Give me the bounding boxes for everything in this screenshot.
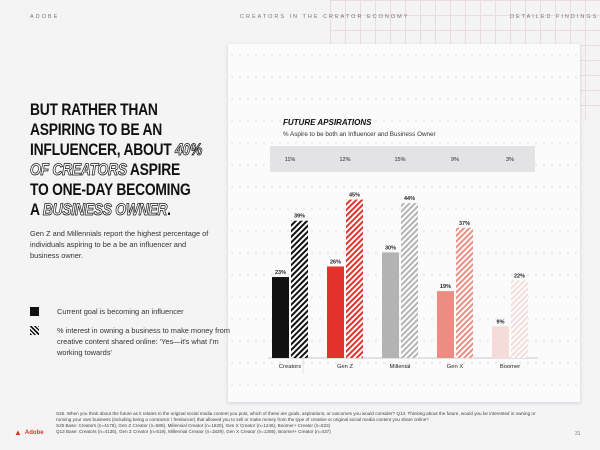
chart-title: FUTURE APSIRATIONS xyxy=(283,118,372,127)
adobe-icon: ▲ xyxy=(14,428,22,437)
header-title: CREATORS IN THE CREATOR ECONOMY xyxy=(240,14,410,20)
headline-line: ASPIRE xyxy=(126,161,181,179)
bar-boomer-solid xyxy=(492,326,509,358)
footnote-base: Q13 Base: Creators (n=4135), Gen Z Creat… xyxy=(56,429,331,434)
data-label: 37% xyxy=(459,221,470,227)
category-label: Gen X xyxy=(447,364,464,370)
chart-card: FUTURE APSIRATIONS % Aspire to be both a… xyxy=(228,44,580,402)
category-label: Boomer xyxy=(500,364,520,370)
legend-label: Current goal is becoming an influencer xyxy=(57,307,184,316)
data-label: 23% xyxy=(275,270,286,276)
legend-solid: Current goal is becoming an influencer xyxy=(30,306,184,317)
category-label: Millenial xyxy=(390,364,411,370)
headline-line: BUT RATHER THAN xyxy=(30,101,158,119)
headline-period: . xyxy=(167,201,171,219)
legend-label: % interest in owning a business to make … xyxy=(57,326,230,357)
bar-boomer-hatched xyxy=(511,280,528,358)
body-text: Gen Z and Millennials report the highest… xyxy=(30,229,209,260)
data-label: 39% xyxy=(294,214,305,220)
bar-gen-z-solid xyxy=(327,266,344,358)
footnote-base: S25 Base: Creators (n=4178), Gen Z Creat… xyxy=(56,423,331,428)
both-row-band xyxy=(270,146,535,172)
data-label: 44% xyxy=(404,196,415,202)
bar-millenial-solid xyxy=(382,252,399,358)
both-value: 3% xyxy=(506,157,514,163)
bar-creators-solid xyxy=(272,277,289,358)
category-label: Gen Z xyxy=(337,364,354,370)
data-label: 19% xyxy=(440,284,451,290)
bar-gen-x-solid xyxy=(437,291,454,358)
bar-chart: FUTURE APSIRATIONS % Aspire to be both a… xyxy=(248,118,558,374)
adobe-logo: ▲ Adobe xyxy=(14,428,44,437)
both-value: 15% xyxy=(394,157,405,163)
both-value: 11% xyxy=(285,157,296,163)
data-label: 9% xyxy=(497,319,505,325)
chart-subtitle: % Aspire to be both an Influencer and Bu… xyxy=(283,131,436,138)
brand-name: Adobe xyxy=(24,429,44,436)
headline-line: TO ONE-DAY BECOMING xyxy=(30,181,191,199)
data-label: 26% xyxy=(330,259,341,265)
footnote-question: S25. When you think about the future as … xyxy=(56,411,536,422)
headline-line: INFLUENCER, ABOUT xyxy=(30,141,176,159)
data-label: 45% xyxy=(349,193,360,199)
both-value: 12% xyxy=(339,157,350,163)
bar-creators-hatched xyxy=(291,220,308,358)
both-value: 9% xyxy=(451,157,459,163)
headline-emphasis: OF CREATORS xyxy=(30,161,128,180)
hatched-swatch-icon xyxy=(30,326,39,335)
page-number: 31 xyxy=(575,431,581,437)
solid-swatch-icon xyxy=(30,307,39,316)
headline: BUT RATHER THAN ASPIRING TO BE AN INFLUE… xyxy=(30,100,203,220)
headline-emphasis: BUSINESS OWNER xyxy=(42,201,168,220)
bar-gen-z-hatched xyxy=(346,199,363,358)
legend-hatched: % interest in owning a business to make … xyxy=(30,325,230,358)
header-section: DETAILED FINDINGS xyxy=(510,14,599,20)
footnote: S25. When you think about the future as … xyxy=(56,411,546,435)
data-label: 22% xyxy=(514,274,525,280)
headline-line: A xyxy=(30,201,43,219)
headline-line: ASPIRING TO BE AN xyxy=(30,121,163,139)
headline-emphasis: 40% xyxy=(175,141,203,160)
bar-gen-x-hatched xyxy=(456,227,473,358)
category-label: Creators xyxy=(279,364,301,370)
data-label: 30% xyxy=(385,245,396,251)
bar-millenial-hatched xyxy=(401,203,418,358)
header-brand: ADOBE xyxy=(30,14,60,20)
